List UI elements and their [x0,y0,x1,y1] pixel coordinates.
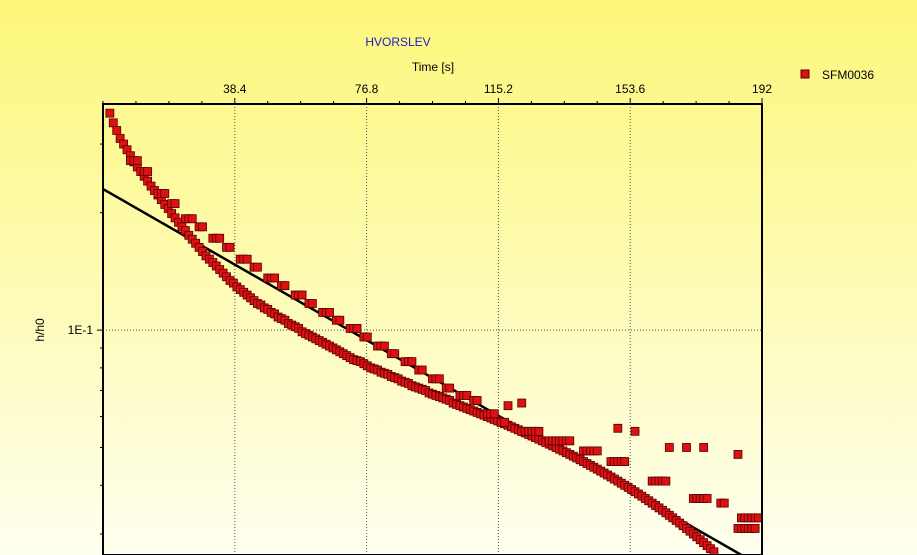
data-point [297,290,307,300]
data-point [664,443,674,452]
data-point [270,273,280,283]
data-point [434,374,444,384]
x-tick-label: 76.8 [355,82,379,96]
data-point [407,357,417,367]
chart-title: HVORSLEV [365,35,430,49]
data-point [335,315,345,325]
data-point [682,443,691,452]
legend-label: SFM0036 [822,68,874,82]
data-point [565,436,575,446]
data-point [325,308,334,317]
x-tick-label: 192 [752,82,772,96]
data-points [105,108,763,555]
data-point [112,126,122,135]
data-point [489,409,499,419]
data-point [592,446,602,456]
data-point [503,401,513,411]
data-point [462,391,472,400]
plot-area-border [102,103,763,555]
x-tick-label: 153.6 [615,82,645,96]
data-point [417,365,427,375]
legend: SFM0036 [800,68,874,82]
data-point [630,426,640,436]
data-point [108,118,118,128]
data-point [225,242,235,252]
data-point [198,222,207,232]
data-point [445,383,455,393]
data-point [719,498,729,508]
data-point [380,341,389,351]
data-point [661,476,671,486]
data-point [620,457,630,467]
data-point [187,214,197,224]
y-axis-ticks: 1E-1 [68,143,103,535]
data-point [253,262,262,272]
data-point [307,299,317,308]
legend-marker [800,69,810,79]
data-point [215,233,225,243]
x-tick-label: 38.4 [223,82,247,96]
data-point [613,423,623,433]
x-axis-ticks: 38.4 76.8 115.2 153.6 192 [102,82,772,104]
data-point [280,281,290,291]
data-point [390,349,400,359]
data-point [702,494,712,503]
x-axis-label: Time [s] [412,60,454,74]
y-tick-label: 1E-1 [68,323,94,337]
data-point [143,167,153,176]
data-point [699,443,709,452]
data-point [132,156,142,166]
data-point [733,449,743,459]
data-point [500,417,509,427]
data-point [352,324,362,333]
data-point [170,199,180,209]
x-tick-label: 115.2 [484,82,513,96]
data-point [534,426,544,436]
data-point [709,547,719,555]
data-point [242,254,252,264]
y-axis-label: h/h0 [33,318,47,342]
grid-lines [103,104,762,555]
data-point [160,189,170,198]
data-point [750,524,760,533]
data-point [105,108,115,118]
data-point [517,398,527,408]
data-point [362,332,372,342]
data-point [472,396,482,405]
